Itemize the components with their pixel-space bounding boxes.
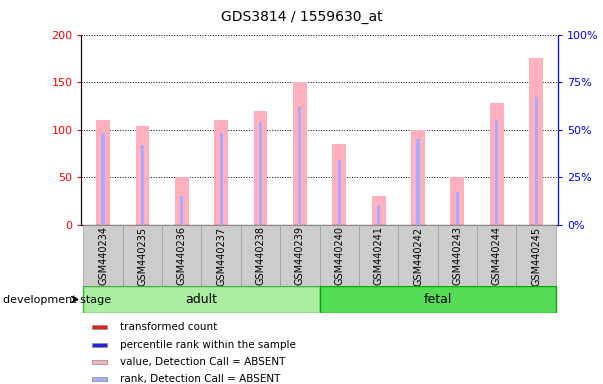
Bar bbox=[332, 144, 346, 225]
Bar bbox=[180, 196, 183, 225]
FancyBboxPatch shape bbox=[123, 225, 162, 286]
FancyBboxPatch shape bbox=[83, 286, 320, 313]
Bar bbox=[214, 120, 228, 225]
Text: development stage: development stage bbox=[3, 295, 111, 305]
Text: percentile rank within the sample: percentile rank within the sample bbox=[121, 339, 296, 349]
Text: fetal: fetal bbox=[423, 293, 452, 306]
Bar bbox=[529, 58, 543, 225]
Bar bbox=[259, 122, 262, 225]
Text: GSM440236: GSM440236 bbox=[177, 227, 187, 285]
FancyBboxPatch shape bbox=[477, 225, 516, 286]
Bar bbox=[92, 360, 107, 364]
Bar bbox=[534, 97, 538, 225]
Text: rank, Detection Call = ABSENT: rank, Detection Call = ABSENT bbox=[121, 374, 280, 384]
Bar bbox=[254, 111, 267, 225]
FancyBboxPatch shape bbox=[320, 225, 359, 286]
Bar bbox=[92, 343, 107, 346]
Text: GSM440242: GSM440242 bbox=[413, 227, 423, 286]
FancyBboxPatch shape bbox=[241, 225, 280, 286]
Text: GSM440245: GSM440245 bbox=[531, 227, 541, 286]
Text: GSM440238: GSM440238 bbox=[256, 227, 265, 285]
Text: GDS3814 / 1559630_at: GDS3814 / 1559630_at bbox=[221, 10, 382, 23]
Text: GSM440237: GSM440237 bbox=[216, 227, 226, 286]
Bar bbox=[298, 107, 302, 225]
Bar bbox=[136, 126, 150, 225]
Bar bbox=[372, 196, 385, 225]
Text: GSM440234: GSM440234 bbox=[98, 227, 108, 285]
Bar bbox=[450, 177, 464, 225]
FancyBboxPatch shape bbox=[280, 225, 320, 286]
FancyBboxPatch shape bbox=[162, 225, 201, 286]
Bar bbox=[175, 177, 189, 225]
Text: transformed count: transformed count bbox=[121, 322, 218, 332]
FancyBboxPatch shape bbox=[83, 225, 123, 286]
Text: GSM440235: GSM440235 bbox=[137, 227, 147, 286]
FancyBboxPatch shape bbox=[201, 225, 241, 286]
Bar bbox=[92, 325, 107, 329]
Bar bbox=[101, 133, 105, 225]
FancyBboxPatch shape bbox=[359, 225, 399, 286]
FancyBboxPatch shape bbox=[438, 225, 477, 286]
Bar bbox=[141, 145, 144, 225]
Text: GSM440244: GSM440244 bbox=[492, 227, 502, 285]
Bar bbox=[377, 206, 380, 225]
Bar bbox=[92, 377, 107, 381]
Bar bbox=[293, 82, 307, 225]
Text: GSM440240: GSM440240 bbox=[334, 227, 344, 285]
FancyBboxPatch shape bbox=[320, 286, 556, 313]
Text: GSM440239: GSM440239 bbox=[295, 227, 305, 285]
Text: GSM440243: GSM440243 bbox=[452, 227, 463, 285]
Bar bbox=[219, 133, 223, 225]
Text: value, Detection Call = ABSENT: value, Detection Call = ABSENT bbox=[121, 357, 286, 367]
Bar bbox=[495, 120, 498, 225]
Bar bbox=[411, 130, 425, 225]
FancyBboxPatch shape bbox=[516, 225, 556, 286]
FancyBboxPatch shape bbox=[399, 225, 438, 286]
Text: GSM440241: GSM440241 bbox=[374, 227, 384, 285]
Bar bbox=[417, 139, 420, 225]
Bar bbox=[490, 103, 504, 225]
Bar bbox=[96, 120, 110, 225]
Bar bbox=[456, 192, 459, 225]
Bar bbox=[338, 160, 341, 225]
Text: adult: adult bbox=[186, 293, 218, 306]
